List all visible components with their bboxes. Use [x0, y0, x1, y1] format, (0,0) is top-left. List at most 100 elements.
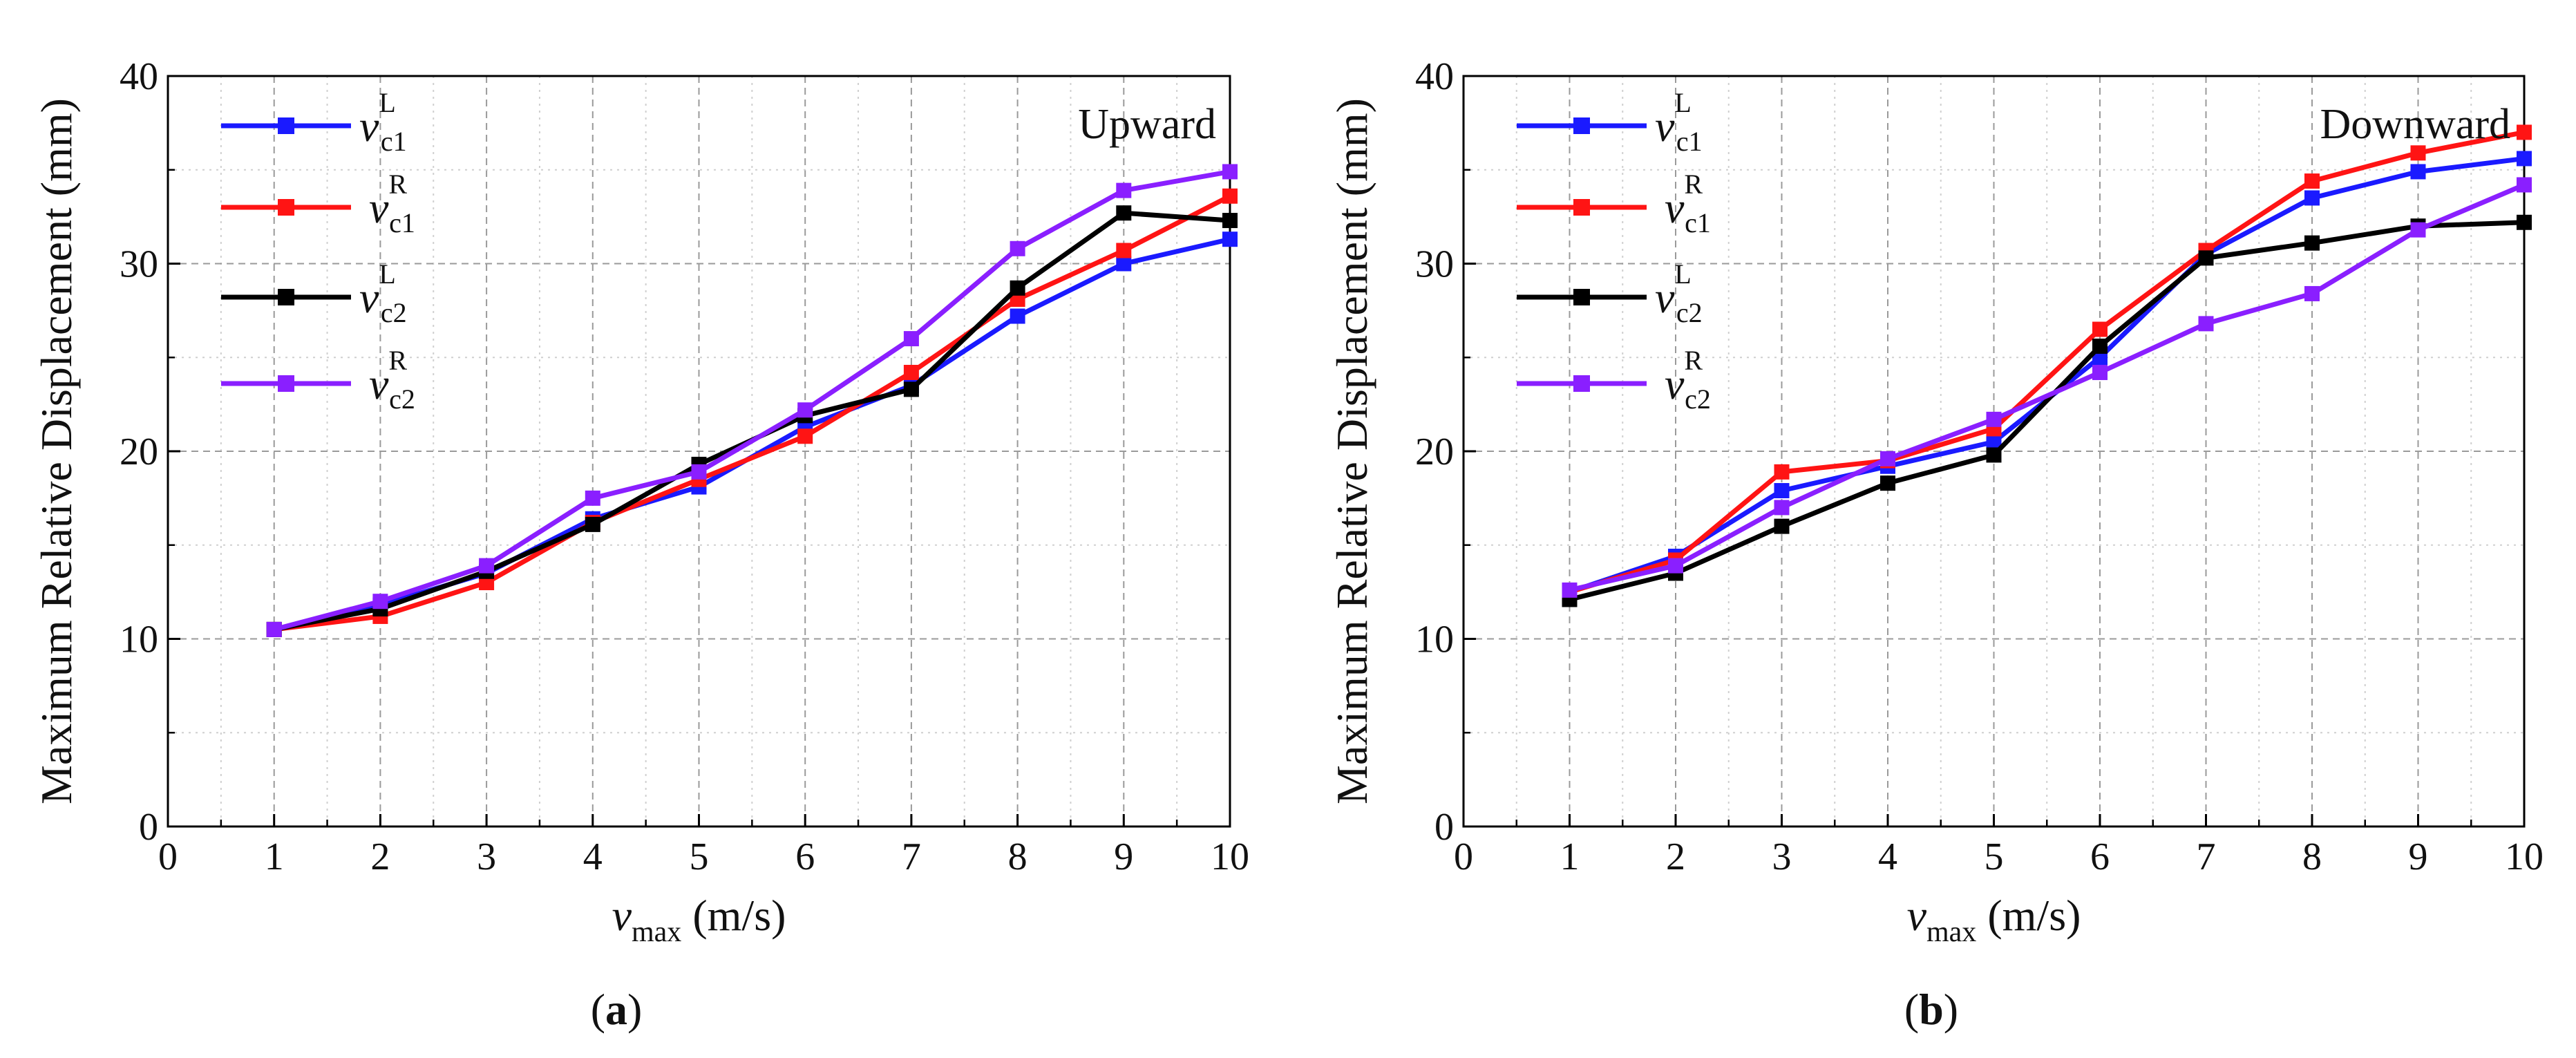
x-tick-label: 9 [1114, 835, 1133, 878]
x-tick-label: 2 [370, 835, 390, 878]
data-point [1222, 164, 1238, 180]
y-tick-label: 20 [120, 431, 158, 473]
direction-annotation: Upward [1078, 101, 1216, 148]
x-tick-label: 1 [265, 835, 284, 878]
data-point [2198, 250, 2214, 266]
data-point [479, 558, 495, 574]
series-line [1569, 130, 2525, 594]
gridlines [1464, 76, 2524, 826]
data-point [903, 364, 919, 380]
series-c1-R [1562, 124, 2532, 600]
data-point [2410, 222, 2426, 238]
x-tick-label: 8 [2302, 835, 2322, 878]
legend-label: vL c1 [359, 87, 407, 157]
data-point [2092, 321, 2108, 337]
y-tick-label: 40 [1415, 55, 1454, 98]
data-point [585, 516, 600, 532]
legend-marker [278, 375, 294, 392]
legend-label: vR c2 [369, 345, 415, 415]
legend-marker [1573, 199, 1590, 216]
series-c1-L [266, 232, 1238, 637]
data-point [1116, 205, 1132, 221]
data-point [1880, 451, 1895, 466]
x-tick-label: 10 [2505, 835, 2544, 878]
legend-label: vL c2 [359, 258, 407, 328]
data-point [1116, 243, 1132, 258]
x-tick-label: 4 [1878, 835, 1897, 878]
data-point [2410, 145, 2426, 161]
y-axis-title: Maximum Relative Displacement (mm) [1327, 98, 1376, 804]
y-tick-label: 0 [139, 806, 158, 849]
data-point [1222, 232, 1238, 247]
data-point [2517, 151, 2532, 167]
x-axis-title: vmax (m/s) [1907, 891, 2081, 948]
data-point [1774, 483, 1790, 499]
x-tick-label: 6 [2090, 835, 2110, 878]
data-point [2410, 164, 2426, 180]
x-tick-label: 4 [583, 835, 603, 878]
data-point [1986, 411, 2002, 427]
gridlines [168, 76, 1230, 826]
x-tick-label: 1 [1560, 835, 1580, 878]
y-tick-label: 10 [120, 618, 158, 661]
data-point [797, 402, 813, 418]
data-point [1774, 518, 1790, 534]
y-axis-title: Maximum Relative Displacement (mm) [32, 98, 81, 804]
legend-label: vR c2 [1665, 345, 1711, 415]
data-point [2517, 214, 2532, 230]
legend-marker [278, 289, 294, 305]
series-line [1569, 182, 2526, 593]
data-point [1774, 500, 1790, 516]
x-tick-label: 0 [1454, 835, 1473, 878]
data-point [2304, 190, 2320, 206]
chart-panel-b: 0 1 2 3 4 5 6 7 8 9 10 0 10 20 30 40 Maximum Relative Di… [1327, 55, 2544, 1034]
legend-marker [1573, 117, 1590, 134]
x-tick-label: 0 [158, 835, 178, 878]
x-tick-label: 2 [1666, 835, 1685, 878]
y-tick-label: 30 [120, 243, 158, 286]
data-point [266, 621, 282, 637]
x-tick-label: 7 [902, 835, 921, 878]
data-point [2304, 173, 2320, 189]
x-tick-label: 5 [690, 835, 709, 878]
data-point [1116, 182, 1132, 198]
data-point [1222, 188, 1238, 204]
series-c2-R [1562, 177, 2532, 598]
data-point [1668, 558, 1683, 574]
y-tick-label: 10 [1415, 618, 1454, 661]
data-point [585, 490, 600, 506]
data-point [1880, 475, 1895, 491]
legend-marker [1573, 289, 1590, 305]
data-point [372, 594, 388, 610]
legend-marker [1573, 375, 1590, 392]
data-point [1010, 280, 1025, 296]
data-point [2198, 316, 2214, 332]
data-point [1010, 240, 1025, 256]
y-tick-label: 20 [1415, 431, 1454, 473]
legend-label: vL c1 [1655, 87, 1703, 157]
series-line [1569, 220, 2525, 602]
data-point [2092, 338, 2108, 354]
legend-marker [278, 117, 294, 134]
y-tick-label: 30 [1415, 243, 1454, 286]
x-tick-label: 3 [477, 835, 496, 878]
data-point [2304, 285, 2320, 301]
data-point [1010, 308, 1025, 324]
data-point [1986, 447, 2002, 463]
data-point [2517, 177, 2532, 193]
x-tick-label: 5 [1985, 835, 2004, 878]
data-point [1562, 582, 1578, 598]
series-line [274, 193, 1231, 632]
legend-label: vR c1 [1665, 169, 1711, 238]
panel-label: (a) [591, 985, 643, 1034]
y-tick-label: 0 [1434, 806, 1454, 849]
x-tick-label: 3 [1772, 835, 1792, 878]
chart-panel-a: 0 1 2 3 4 5 6 7 8 9 10 0 10 20 30 40 Maximum Relative Di… [32, 55, 1249, 1034]
legend-label: vR c1 [369, 169, 415, 238]
y-tick-label: 40 [120, 55, 158, 98]
x-tick-label: 10 [1211, 835, 1249, 878]
data-point [1986, 434, 2002, 450]
data-point [1116, 256, 1132, 272]
legend-marker [278, 199, 294, 216]
